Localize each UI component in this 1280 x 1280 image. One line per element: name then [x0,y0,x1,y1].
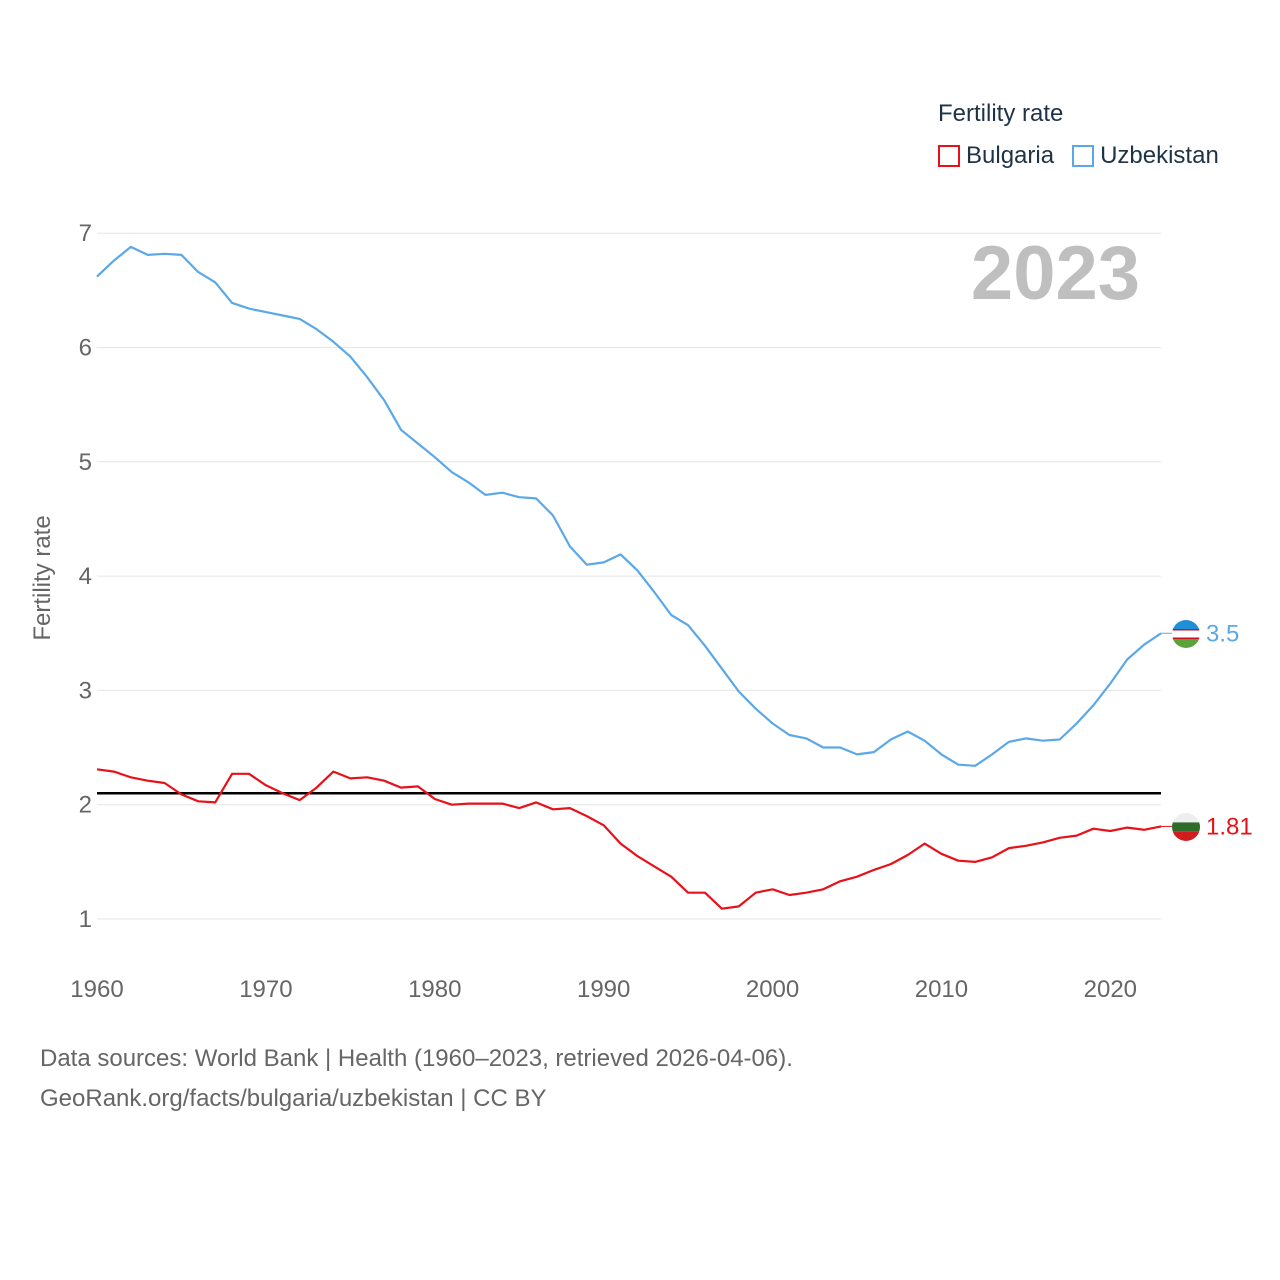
x-tick-labels: 1960 1970 1980 1990 2000 2010 2020 [70,976,1137,1003]
x-tick-label: 2010 [915,976,968,1003]
uzbekistan-flag-icon [1172,620,1200,648]
legend-item-uzbekistan[interactable]: Uzbekistan [1072,142,1219,170]
y-tick-label: 7 [79,220,92,247]
x-tick-label: 2020 [1084,976,1137,1003]
gridlines [97,232,1161,920]
y-tick-label: 6 [79,335,92,362]
legend-swatch-bulgaria [938,145,960,167]
x-tick-label: 2000 [746,976,799,1003]
series-line-bulgaria[interactable] [96,768,1162,910]
legend-swatch-uzbekistan [1072,145,1095,167]
footer-link[interactable]: GeoRank.org/facts/bulgaria/uzbekistan | … [40,1085,547,1112]
legend: Bulgaria Uzbekistan [938,142,1237,170]
end-value-label-bulgaria: 1.81 [1206,813,1253,840]
legend-label-uzbekistan: Uzbekistan [1100,142,1219,169]
bulgaria-flag-icon [1172,813,1200,841]
end-markers: 1.81 3.5 [1161,620,1253,841]
end-value-label-uzbekistan: 3.5 [1206,620,1239,647]
legend-item-bulgaria[interactable]: Bulgaria [938,142,1054,170]
x-tick-label: 1970 [239,976,292,1003]
series-line-uzbekistan[interactable] [96,245,1162,767]
legend-title: Fertility rate [938,100,1064,127]
y-tick-label: 5 [79,449,92,476]
x-tick-label: 1960 [70,976,123,1003]
x-tick-label: 1990 [577,976,630,1003]
legend-label-bulgaria: Bulgaria [966,142,1055,169]
year-watermark: 2023 [971,231,1140,316]
series-lines [96,245,1162,910]
y-tick-label: 3 [79,677,92,704]
footer-sources: Data sources: World Bank | Health (1960–… [40,1045,793,1072]
y-tick-label: 4 [79,563,92,590]
x-tick-label: 1980 [408,976,461,1003]
y-tick-label: 1 [79,906,92,933]
y-tick-label: 2 [79,792,92,819]
y-tick-labels: 1 2 3 4 5 6 7 [79,220,92,933]
y-axis-label: Fertility rate [29,515,56,640]
